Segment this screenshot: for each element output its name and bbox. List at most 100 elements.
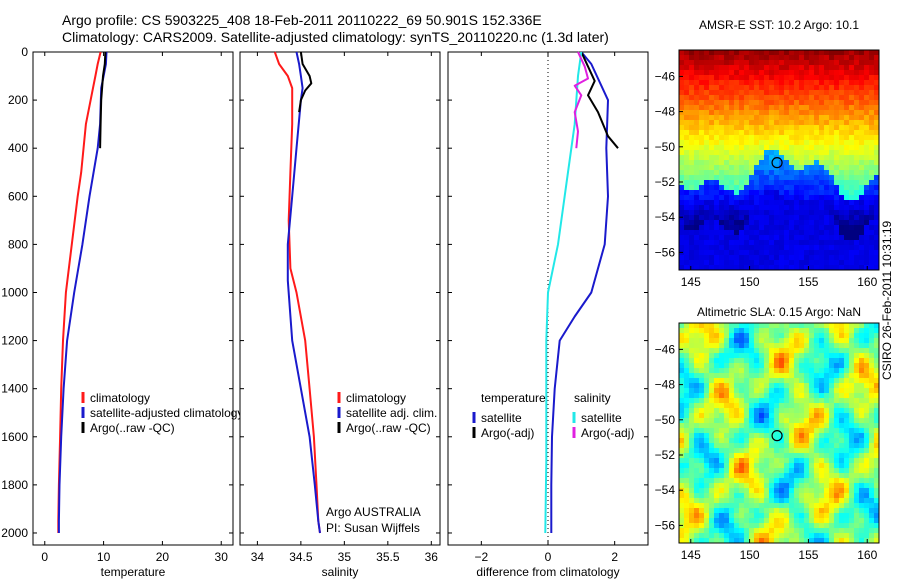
map-cell [694, 488, 699, 493]
map-cell [699, 383, 704, 388]
map-cell [724, 215, 729, 220]
map-cell [684, 210, 689, 215]
map-cell [819, 250, 824, 255]
map-cell [734, 80, 739, 85]
map-cell [839, 538, 844, 543]
map-cell [689, 363, 694, 368]
map-cell [734, 338, 739, 343]
map-cell [679, 190, 684, 195]
map-cell [874, 130, 879, 135]
map-cell [804, 423, 809, 428]
map-cell [799, 498, 804, 503]
map-cell [814, 343, 819, 348]
map-cell [844, 250, 849, 255]
map-cell [694, 70, 699, 75]
map-cell [774, 75, 779, 80]
map-cell [814, 528, 819, 533]
map-cell [754, 513, 759, 518]
map-cell [684, 343, 689, 348]
map-cell [729, 448, 734, 453]
x-tick-label: 34.5 [289, 550, 313, 564]
map-cell [774, 473, 779, 478]
map-cell [744, 403, 749, 408]
map-cell [834, 358, 839, 363]
map-cell [794, 423, 799, 428]
map-cell [804, 503, 809, 508]
map-cell [874, 125, 879, 130]
y-tick-label: −52 [655, 175, 676, 189]
map-cell [694, 215, 699, 220]
map-cell [704, 413, 709, 418]
map-cell [819, 433, 824, 438]
map-cell [769, 463, 774, 468]
series-line-cyan [544, 51, 583, 534]
map-cell [684, 165, 689, 170]
map-cell [714, 265, 719, 270]
map-cell [859, 115, 864, 120]
map-cell [824, 65, 829, 70]
map-cell [744, 235, 749, 240]
map-cell [699, 453, 704, 458]
map-cell [809, 145, 814, 150]
map-cell [739, 528, 744, 533]
map-cell [804, 75, 809, 80]
map-cell [754, 373, 759, 378]
map-cell [774, 393, 779, 398]
map-cell [694, 453, 699, 458]
map-cell [869, 220, 874, 225]
map-cell [699, 180, 704, 185]
map-cell [754, 95, 759, 100]
map-cell [764, 518, 769, 523]
map-cell [769, 250, 774, 255]
map-cell [699, 75, 704, 80]
map-cell [829, 65, 834, 70]
map-cell [864, 488, 869, 493]
map-cell [799, 333, 804, 338]
map-cell [744, 165, 749, 170]
map-cell [854, 200, 859, 205]
map-cell [749, 433, 754, 438]
map-cell [799, 438, 804, 443]
map-cell [784, 433, 789, 438]
map-cell [789, 388, 794, 393]
map-cell [859, 170, 864, 175]
map-cell [804, 353, 809, 358]
map-cell [719, 165, 724, 170]
map-cell [794, 488, 799, 493]
map-cell [754, 493, 759, 498]
map-cell [869, 508, 874, 513]
map-cell [719, 533, 724, 538]
map-cell [769, 393, 774, 398]
map-cell [849, 205, 854, 210]
map-cell [699, 523, 704, 528]
map-cell [804, 210, 809, 215]
map-cell [844, 95, 849, 100]
series-line-blue [550, 51, 609, 533]
map-cell [709, 463, 714, 468]
map-cell [824, 488, 829, 493]
map-cell [734, 165, 739, 170]
map-cell [719, 170, 724, 175]
map-cell [844, 175, 849, 180]
map-cell [769, 110, 774, 115]
map-cell [759, 140, 764, 145]
map-cell [874, 180, 879, 185]
map-cell [739, 140, 744, 145]
map-cell [744, 265, 749, 270]
map-cell [839, 403, 844, 408]
map-cell [819, 328, 824, 333]
map-cell [699, 363, 704, 368]
map-cell [699, 393, 704, 398]
map-cell [679, 70, 684, 75]
map-cell [689, 343, 694, 348]
map-cell [704, 363, 709, 368]
map-cell [699, 195, 704, 200]
map-cell [769, 150, 774, 155]
map-cell [714, 513, 719, 518]
map-cell [869, 513, 874, 518]
map-cell [839, 80, 844, 85]
plot-frame [32, 51, 234, 546]
map-cell [759, 145, 764, 150]
map-cell [759, 100, 764, 105]
map-cell [829, 503, 834, 508]
